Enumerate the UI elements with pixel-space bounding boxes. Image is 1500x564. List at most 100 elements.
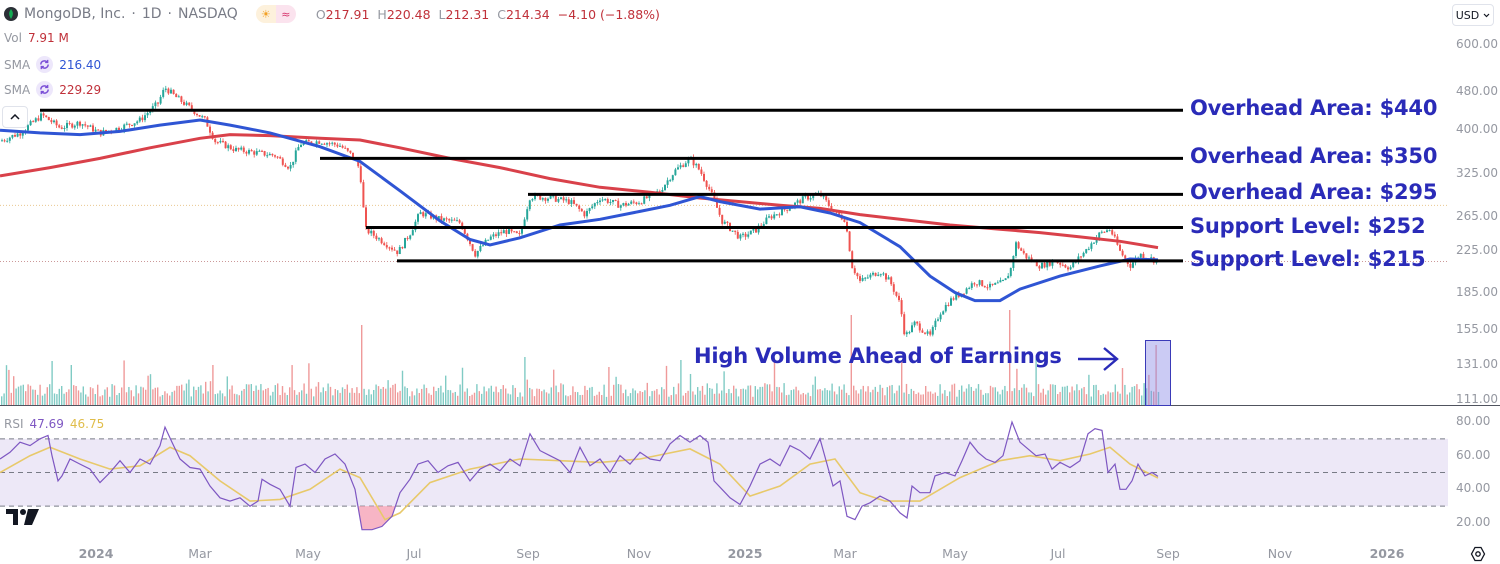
volume-bar: [929, 391, 932, 405]
candle: [851, 250, 854, 269]
volume-bar: [862, 385, 864, 405]
volume-bar: [730, 393, 732, 405]
volume-bar: [1025, 387, 1028, 405]
volume-bar: [965, 388, 968, 405]
volume-bar: [217, 393, 219, 405]
candle: [450, 217, 453, 223]
price-axis-label: 480.00: [1456, 83, 1498, 98]
candle: [903, 311, 906, 336]
volume-bar: [298, 392, 300, 405]
volume-bar: [663, 389, 665, 405]
volume-bar: [860, 389, 862, 405]
rsi-axis[interactable]: 80.00 60.00 40.00 20.00: [1448, 406, 1500, 536]
candle: [895, 291, 898, 298]
sma-fast-value: 216.40: [59, 57, 102, 72]
volume-bar: [874, 386, 876, 405]
candle: [625, 201, 627, 208]
settings-gear-icon[interactable]: [1470, 546, 1486, 564]
open-value: 217.91: [325, 6, 370, 22]
rsi-line[interactable]: [0, 420, 1159, 531]
volume-bar: [1018, 390, 1020, 405]
sma-label: SMA: [4, 82, 31, 97]
candle: [1121, 249, 1124, 257]
candle: [268, 152, 271, 156]
price-chart-canvas[interactable]: [0, 0, 1448, 406]
candle: [666, 177, 669, 188]
volume-bar: [584, 385, 586, 405]
volume-bar: [442, 392, 444, 405]
volume-bar: [27, 384, 29, 405]
candle: [346, 147, 349, 153]
candle: [1093, 242, 1095, 244]
candle: [229, 144, 232, 151]
volume-bar: [721, 390, 723, 405]
volume-bar: [922, 394, 924, 405]
candle: [643, 195, 646, 205]
volume-bar: [541, 391, 543, 405]
time-axis[interactable]: 2024 Mar May Jul Sep Nov 2025 Mar May Jul Sep Nov 20…: [0, 536, 1448, 564]
volume-legend[interactable]: Vol 7.91 M: [4, 31, 69, 45]
pane-divider[interactable]: [0, 405, 1500, 406]
candle: [214, 138, 217, 145]
volume-bar: [423, 384, 425, 405]
candle: [81, 123, 84, 129]
volume-bar: [1076, 384, 1078, 405]
market-status-pill[interactable]: ☀ ≈: [255, 5, 296, 23]
volume-bar: [754, 386, 756, 405]
tradingview-logo-icon[interactable]: [6, 509, 40, 529]
volume-bar: [188, 379, 190, 405]
volume-bar: [248, 384, 250, 405]
candle: [500, 229, 503, 236]
volume-bar: [145, 389, 147, 405]
candle: [544, 197, 547, 204]
sma-slow-line[interactable]: [0, 133, 1159, 250]
volume-bar: [221, 393, 224, 405]
volume-bar: [752, 396, 754, 405]
candle: [404, 237, 406, 249]
candle: [614, 199, 617, 202]
volume-bar: [889, 385, 891, 405]
volume-bar: [788, 394, 790, 405]
candle: [627, 202, 630, 206]
candle: [89, 124, 92, 127]
volume-bar: [533, 396, 536, 405]
approx-icon: ≈: [275, 5, 296, 23]
volume-bar: [1133, 386, 1136, 405]
candle: [661, 187, 664, 193]
sma-fast-legend[interactable]: SMA 216.40: [4, 56, 101, 73]
volume-bar: [625, 389, 627, 405]
volume-bar: [699, 390, 701, 405]
volume-bar: [841, 389, 843, 405]
candle: [292, 161, 295, 168]
rsi-chart-canvas[interactable]: [0, 406, 1448, 536]
volume-bar: [670, 395, 672, 405]
candle: [856, 272, 859, 280]
volume-bar: [545, 392, 548, 405]
candle: [47, 116, 50, 121]
volume-annotation[interactable]: High Volume Ahead of Earnings: [694, 344, 1062, 368]
candle: [742, 232, 744, 238]
sma-slow-legend[interactable]: SMA 229.29: [4, 81, 101, 98]
volume-bar: [133, 396, 135, 405]
sma-fast-line[interactable]: [0, 118, 1159, 303]
volume-bar: [49, 384, 51, 405]
candle: [336, 142, 339, 148]
price-axis[interactable]: 600.00 480.00 400.00 325.00 265.00 225.00 185.…: [1448, 0, 1500, 406]
symbol-name[interactable]: MongoDB, Inc.: [24, 6, 126, 22]
collapse-legend-button[interactable]: [2, 106, 28, 128]
volume-bar: [461, 367, 464, 405]
time-axis-label: Mar: [833, 546, 857, 561]
volume-bar: [817, 389, 819, 405]
volume-bar: [303, 383, 305, 405]
candle: [133, 123, 136, 128]
candle: [71, 122, 74, 129]
earnings-volume-highlight-box[interactable]: [1145, 340, 1171, 406]
currency-button[interactable]: USD: [1452, 4, 1494, 26]
volume-bar: [1124, 384, 1126, 405]
candle: [859, 273, 861, 284]
rsi-legend[interactable]: RSI 47.69 46.75: [4, 417, 104, 431]
interval[interactable]: 1D: [141, 6, 162, 22]
volume-bar: [185, 383, 188, 405]
time-axis-label: Mar: [188, 546, 212, 561]
price-axis-label: 325.00: [1456, 165, 1498, 180]
